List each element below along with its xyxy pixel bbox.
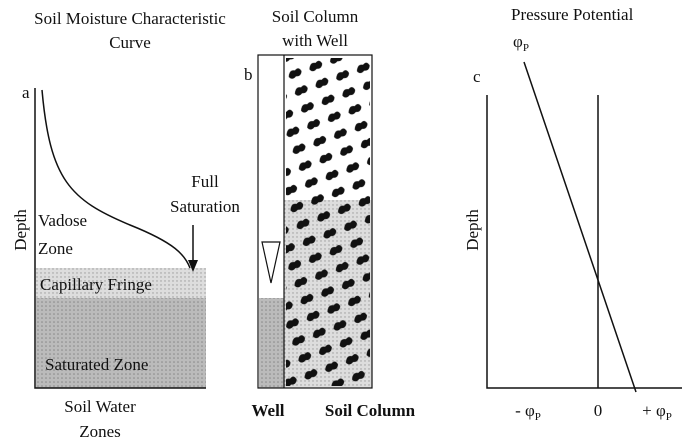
x-label: 0: [594, 401, 603, 420]
axis-label: Depth: [463, 209, 482, 251]
panel-letter: a: [22, 83, 30, 102]
moisture-curve: [41, 89, 191, 269]
water-table-marker: [261, 241, 281, 284]
capillary-fringe-zone: [36, 268, 206, 298]
zone-label: Zone: [38, 239, 73, 258]
zone-label: Saturation: [170, 197, 240, 216]
arrowhead: [188, 260, 198, 272]
soil-column: [257, 54, 373, 389]
title: Pressure Potential: [511, 5, 634, 24]
well-label: Well: [251, 401, 284, 420]
subscript: P: [666, 411, 672, 423]
zone-label: Capillary Fringe: [40, 275, 152, 294]
axis-label: Depth: [11, 209, 30, 251]
caption: Zones: [79, 422, 121, 441]
panel-a: Soil Moisture Characteristic Curve a Dep…: [11, 9, 240, 441]
title: Curve: [109, 33, 151, 52]
caption: Soil Water: [64, 397, 136, 416]
symbol: φ: [513, 32, 523, 51]
label: + φ: [642, 401, 666, 420]
panel-letter: b: [244, 65, 253, 84]
pressure-line: [523, 61, 637, 393]
saturated-zone: [36, 298, 206, 388]
title: with Well: [282, 31, 348, 50]
panel-letter: c: [473, 67, 481, 86]
panel-c: Pressure Potential φP c Depth - φP 0 + φ…: [463, 5, 682, 423]
top-label: φP: [513, 32, 529, 54]
x-label: + φP: [642, 401, 672, 423]
label: - φ: [515, 401, 535, 420]
title: Soil Column: [272, 7, 359, 26]
subscript: P: [523, 42, 529, 54]
column-label: Soil Column: [325, 401, 416, 420]
soil-particles: [286, 58, 370, 386]
subscript: P: [535, 411, 541, 423]
title: Soil Moisture Characteristic: [34, 9, 226, 28]
zone-label: Saturated Zone: [45, 355, 148, 374]
axes: [34, 88, 206, 389]
zone-label: Full: [191, 172, 219, 191]
panel-b: Soil Column with Well b Well Soil Column: [244, 7, 416, 420]
axes: [486, 95, 682, 389]
well-water: [259, 298, 284, 388]
x-label: - φP: [515, 401, 541, 423]
zone-label: Vadose: [38, 211, 87, 230]
